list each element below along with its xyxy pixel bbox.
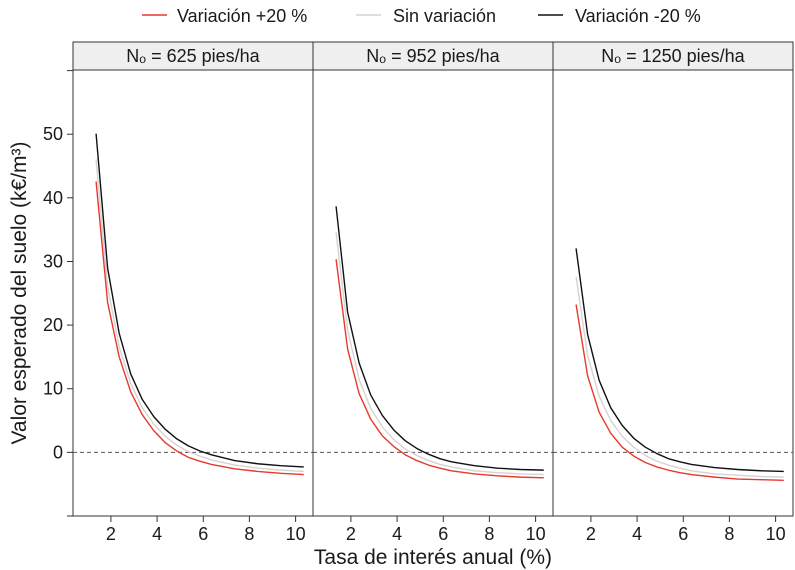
x-tick-label: 2 xyxy=(106,524,116,544)
x-tick-label: 6 xyxy=(438,524,448,544)
panel-3-series xyxy=(575,248,784,482)
x-tick-label: 4 xyxy=(392,524,402,544)
x-tick-label: 4 xyxy=(152,524,162,544)
x-tick-label: 8 xyxy=(484,524,494,544)
x-tick-label: 6 xyxy=(198,524,208,544)
legend-label-plus20: Variación +20 % xyxy=(177,6,307,26)
panel-2-frame xyxy=(312,69,554,517)
panel-1: Nₒ = 625 pies/ha 2 4 6 8 10 xyxy=(72,41,314,544)
panel-1-series-minus20 xyxy=(95,133,304,468)
panel-2-title: Nₒ = 952 pies/ha xyxy=(366,46,500,66)
panel-1-series xyxy=(95,133,304,476)
x-tick-label: 2 xyxy=(586,524,596,544)
panel-2-series-minus20 xyxy=(335,206,544,471)
panel-3-title: Nₒ = 1250 pies/ha xyxy=(601,46,745,66)
x-tick-label: 10 xyxy=(766,524,786,544)
y-tick-label: 10 xyxy=(43,379,63,399)
panel-1-strip xyxy=(72,41,314,71)
y-tick-label: 40 xyxy=(43,188,63,208)
x-tick-label: 8 xyxy=(244,524,254,544)
legend-item-no-variation[interactable]: Sin variación xyxy=(356,6,496,26)
legend: Variación +20 % Sin variación Variación … xyxy=(142,6,701,26)
y-tick-label: 50 xyxy=(43,124,63,144)
y-tick-label: 30 xyxy=(43,252,63,272)
x-tick-label: 10 xyxy=(526,524,546,544)
panel-1-series-plus20 xyxy=(95,181,304,476)
legend-label-no-variation: Sin variación xyxy=(393,6,496,26)
panel-2-series xyxy=(335,206,544,479)
x-axis-title: Tasa de interés anual (%) xyxy=(314,546,552,569)
panel-1-x-axis: 2 4 6 8 10 xyxy=(106,516,306,544)
x-tick-label: 8 xyxy=(724,524,734,544)
panel-1-title: Nₒ = 625 pies/ha xyxy=(126,46,260,66)
panel-3-x-axis: 2 4 6 8 10 xyxy=(586,516,786,544)
panel-3-series-no-variation xyxy=(575,276,784,478)
panel-2-series-no-variation xyxy=(335,232,544,476)
legend-item-minus20[interactable]: Variación -20 % xyxy=(538,6,701,26)
legend-item-plus20[interactable]: Variación +20 % xyxy=(142,6,307,26)
x-tick-label: 2 xyxy=(346,524,356,544)
y-tick-label: 0 xyxy=(53,442,63,462)
panel-3-series-plus20 xyxy=(575,304,784,482)
x-tick-label: 4 xyxy=(632,524,642,544)
y-axis: 0 10 20 30 40 50 xyxy=(43,70,73,517)
y-tick-label: 20 xyxy=(43,315,63,335)
panel-3-strip xyxy=(552,41,794,71)
y-axis-title: Valor esperado del suelo (k€/m³) xyxy=(8,141,31,444)
legend-label-minus20: Variación -20 % xyxy=(575,6,701,26)
x-tick-label: 6 xyxy=(678,524,688,544)
panel-3: Nₒ = 1250 pies/ha 2 4 6 8 10 xyxy=(552,41,794,544)
panel-2-x-axis: 2 4 6 8 10 xyxy=(346,516,546,544)
panel-2-strip xyxy=(312,41,554,71)
x-tick-label: 10 xyxy=(286,524,306,544)
panel-2-series-plus20 xyxy=(335,259,544,479)
panel-3-series-minus20 xyxy=(575,248,784,473)
panel-3-frame xyxy=(552,69,794,517)
panel-1-series-no-variation xyxy=(95,159,304,473)
panel-2: Nₒ = 952 pies/ha 2 4 6 8 10 xyxy=(312,41,554,544)
